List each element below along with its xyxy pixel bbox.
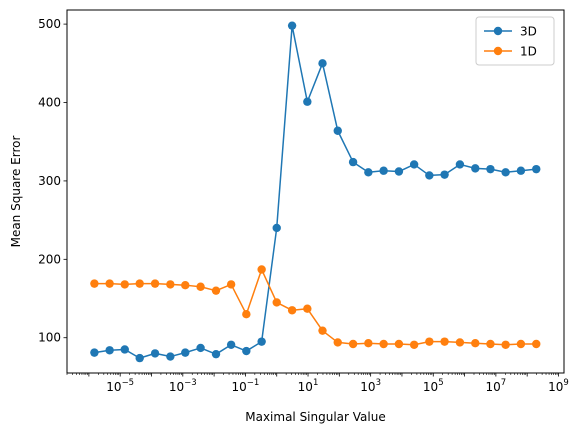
data-point-1D xyxy=(211,286,221,295)
data-point-3D xyxy=(120,345,129,354)
x-tick-label: 103 xyxy=(360,378,381,394)
data-point-3D xyxy=(516,166,526,175)
y-axis: 100 200 300 400 500 xyxy=(38,17,67,345)
data-point-1D xyxy=(364,339,373,348)
x-tick-label: 10−3 xyxy=(169,378,197,394)
data-point-1D xyxy=(486,339,495,349)
data-point-1D xyxy=(394,339,404,349)
y-tick-label: 400 xyxy=(38,96,61,110)
data-point-1D xyxy=(287,306,297,315)
data-point-1D xyxy=(135,279,144,288)
x-axis-title: Maximal Singular Value xyxy=(245,410,386,424)
data-point-3D xyxy=(425,171,434,180)
data-point-3D xyxy=(150,349,160,358)
data-point-1D xyxy=(471,339,480,348)
data-point-3D xyxy=(181,348,190,357)
data-point-1D xyxy=(150,279,160,288)
data-point-1D xyxy=(257,265,266,274)
data-point-3D xyxy=(287,21,297,30)
data-point-3D xyxy=(257,337,266,346)
data-point-1D xyxy=(440,337,449,346)
legend-swatch-marker xyxy=(493,26,503,36)
data-point-3D xyxy=(394,167,404,176)
data-point-1D xyxy=(425,337,434,346)
data-point-3D xyxy=(90,348,99,357)
x-tick-label: 109 xyxy=(548,378,569,394)
data-point-1D xyxy=(303,304,312,313)
data-point-1D xyxy=(196,282,205,291)
data-point-3D xyxy=(501,168,510,177)
data-point-1D xyxy=(455,338,465,347)
y-axis-title: Mean Square Error xyxy=(9,136,23,248)
data-point-1D xyxy=(348,339,358,349)
y-tick-label: 100 xyxy=(38,331,61,345)
data-point-3D xyxy=(455,160,465,169)
data-point-3D xyxy=(486,164,495,174)
data-point-3D xyxy=(196,343,205,353)
data-point-1D xyxy=(181,280,190,290)
data-point-1D xyxy=(379,339,388,349)
data-point-3D xyxy=(318,59,327,68)
data-point-1D xyxy=(409,340,419,349)
data-point-3D xyxy=(242,346,251,356)
plot-area xyxy=(90,21,541,363)
data-point-1D xyxy=(272,298,281,307)
data-point-1D xyxy=(226,280,236,289)
data-point-3D xyxy=(272,223,281,233)
data-point-3D xyxy=(226,340,236,349)
data-point-1D xyxy=(90,279,99,288)
data-point-3D xyxy=(166,352,175,361)
legend-label: 3D xyxy=(520,25,537,39)
x-tick-label: 105 xyxy=(423,378,444,394)
data-point-1D xyxy=(532,339,541,349)
data-point-3D xyxy=(333,126,342,135)
x-tick-label: 10−5 xyxy=(106,378,134,394)
x-tick-label: 107 xyxy=(486,378,507,394)
data-point-1D xyxy=(105,279,114,288)
x-axis: 10−5 10−3 10−1 101 103 105 107 109 xyxy=(66,373,569,394)
data-point-3D xyxy=(303,97,312,106)
data-point-3D xyxy=(409,160,419,169)
data-point-3D xyxy=(364,168,373,177)
data-point-3D xyxy=(379,166,388,175)
data-point-3D xyxy=(440,170,449,179)
legend-box xyxy=(475,16,555,66)
data-point-1D xyxy=(166,280,175,289)
data-point-3D xyxy=(532,164,541,174)
data-point-1D xyxy=(516,339,526,349)
data-point-3D xyxy=(105,346,114,355)
legend-label: 1D xyxy=(520,45,537,59)
data-point-1D xyxy=(501,340,510,349)
data-point-1D xyxy=(318,326,327,335)
data-point-3D xyxy=(135,353,144,363)
y-tick-label: 500 xyxy=(38,17,61,31)
x-tick-label: 101 xyxy=(298,378,319,394)
legend-swatch-marker xyxy=(493,46,503,56)
data-point-3D xyxy=(211,349,221,359)
data-point-1D xyxy=(333,338,342,347)
x-tick-label: 10−1 xyxy=(232,378,260,394)
data-point-1D xyxy=(120,280,129,289)
y-tick-label: 200 xyxy=(38,252,61,266)
data-point-3D xyxy=(348,157,358,167)
axes-frame xyxy=(66,9,565,374)
y-tick-label: 300 xyxy=(38,174,61,188)
data-point-3D xyxy=(471,164,480,173)
data-point-1D xyxy=(242,309,251,319)
